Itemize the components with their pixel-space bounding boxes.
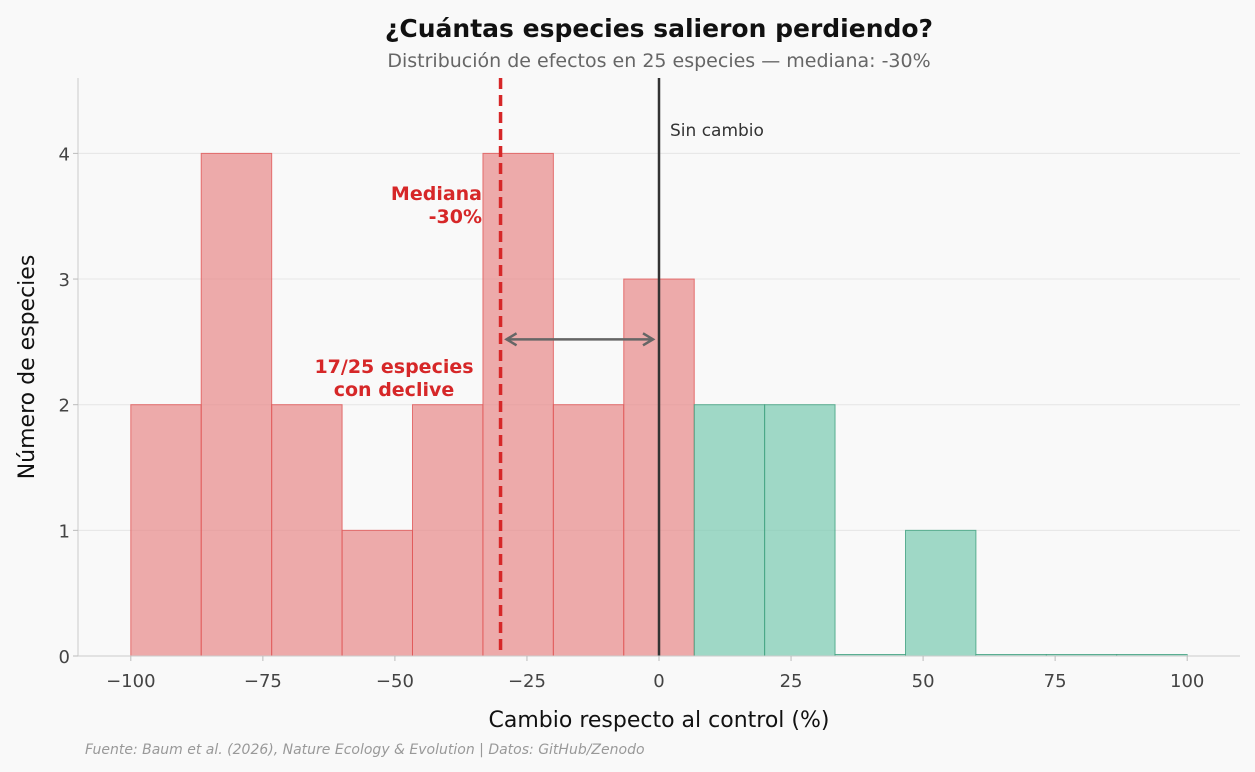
histogram-bar-0: [130, 404, 202, 657]
zero-line-label: Sin cambio: [670, 121, 764, 141]
x-tick-label-8: 100: [1170, 671, 1204, 692]
chart-subtitle: Distribución de efectos en 25 especies —…: [387, 50, 930, 72]
histogram-bar-9: [764, 404, 836, 657]
tick-labels: −100 −75 −50 −25 0 25 50 75 100 0 1 2 3 4: [59, 144, 1205, 692]
median-arrow-head-right: [642, 332, 656, 347]
y-tick-label-4: 4: [59, 144, 70, 165]
histogram-bar-11: [905, 529, 977, 657]
x-tick-label-5: 25: [780, 671, 803, 692]
x-axis-label: Cambio respecto al control (%): [489, 708, 830, 733]
y-tick-label-1: 1: [59, 521, 70, 542]
histogram-bar-1: [200, 152, 273, 657]
histogram-bar-5: [482, 152, 554, 657]
y-tick-label-2: 2: [59, 396, 70, 417]
x-tick-label-2: −50: [376, 671, 414, 692]
histogram-bars: [130, 152, 1188, 657]
x-tick-label-7: 75: [1044, 671, 1067, 692]
median-label-line2: -30%: [429, 206, 482, 228]
y-axis-label: Número de especies: [15, 255, 40, 480]
source-note: Fuente: Baum et al. (2026), Nature Ecolo…: [85, 742, 645, 758]
x-tick-label-4: 0: [653, 671, 664, 692]
histogram-bar-8: [693, 404, 766, 657]
y-tick-label-3: 3: [59, 270, 70, 291]
x-tick-label-1: −75: [244, 671, 282, 692]
histogram-bar-4: [411, 404, 484, 657]
chart-title: ¿Cuántas especies salieron perdiendo?: [385, 14, 933, 43]
decline-label-line1: 17/25 especies: [314, 356, 473, 378]
reference-lines: [498, 78, 661, 656]
histogram-bar-3: [341, 529, 413, 657]
x-tick-label-0: −100: [106, 671, 155, 692]
y-tick-label-0: 0: [59, 647, 70, 668]
histogram-bar-6: [552, 404, 625, 657]
histogram-bar-2: [271, 404, 343, 657]
x-tick-label-6: 50: [912, 671, 935, 692]
decline-label-line2: con declive: [334, 379, 455, 401]
median-label-line1: Mediana: [391, 183, 482, 205]
x-tick-label-3: −25: [508, 671, 546, 692]
median-arrow-head-left: [504, 332, 518, 347]
